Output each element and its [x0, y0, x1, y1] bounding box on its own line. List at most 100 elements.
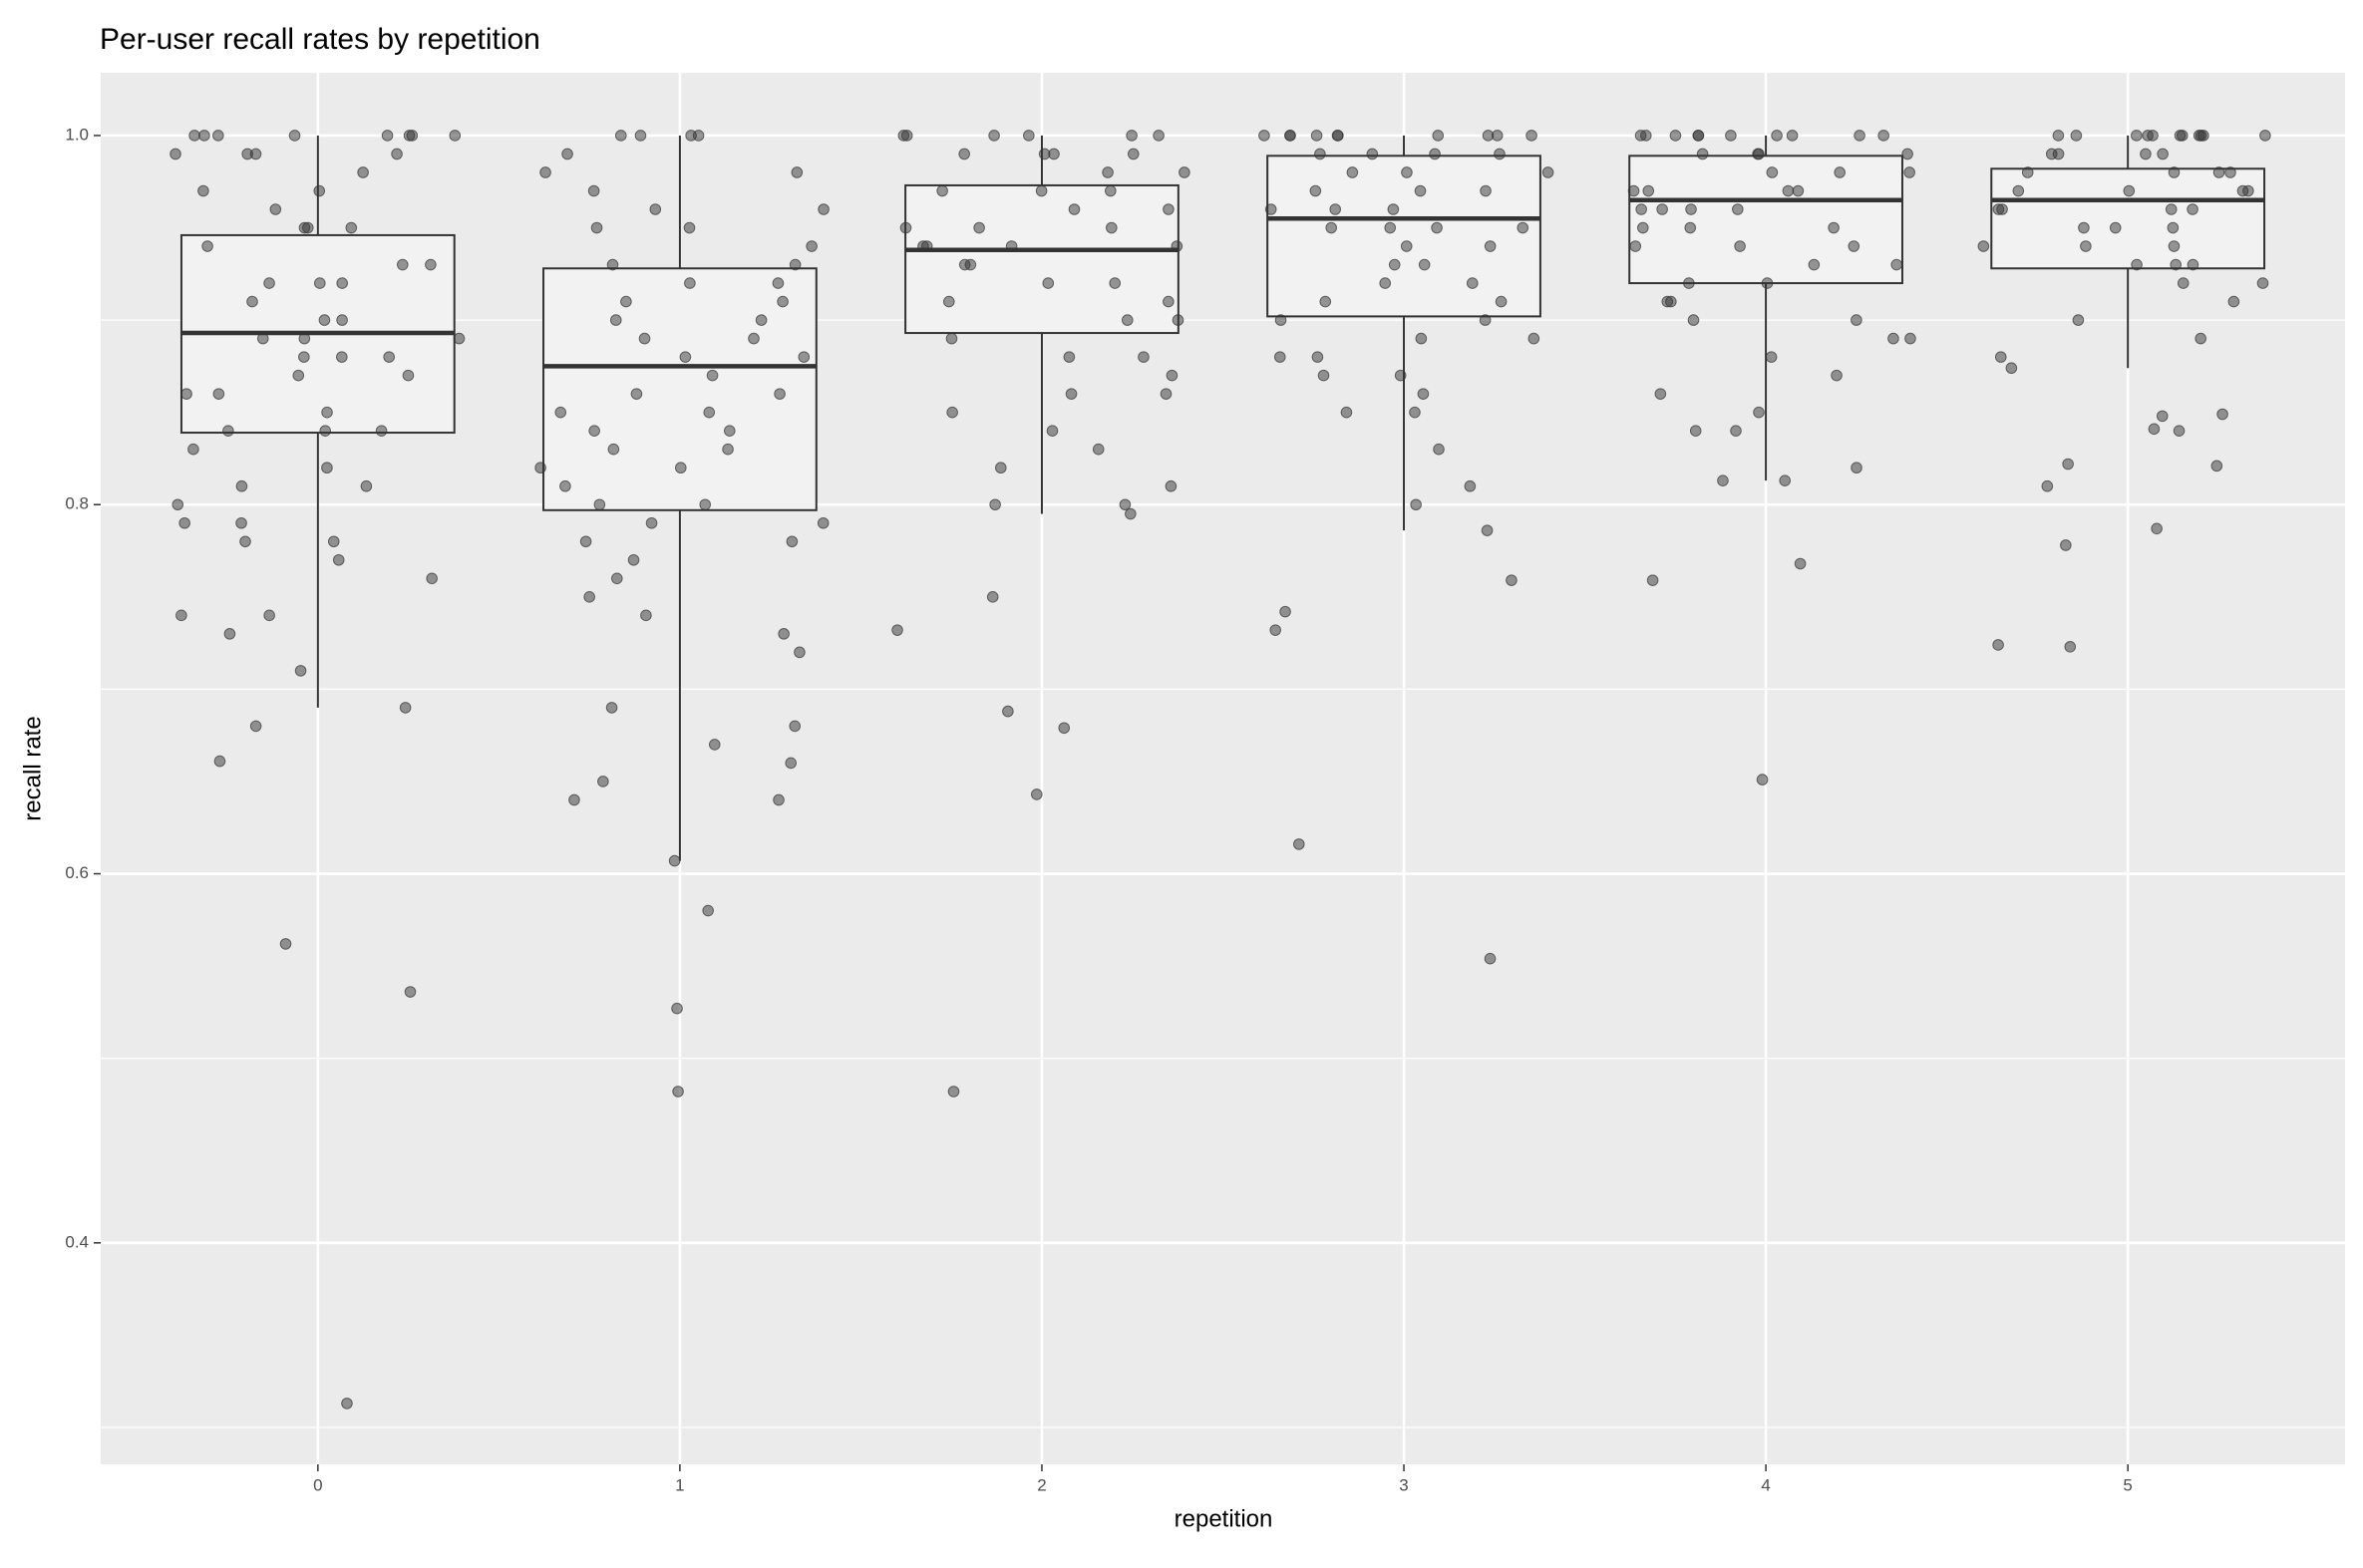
data-point: [587, 184, 600, 197]
data-point: [1068, 203, 1081, 215]
data-point: [2060, 539, 2072, 551]
data-point: [588, 425, 600, 437]
data-point: [1309, 184, 1322, 197]
data-point: [989, 498, 1001, 511]
data-point: [169, 148, 181, 160]
data-point: [1329, 203, 1342, 215]
data-point: [1331, 130, 1344, 142]
data-point: [1387, 203, 1400, 215]
data-point: [2064, 641, 2077, 653]
data-point: [298, 351, 310, 363]
data-point: [201, 240, 213, 252]
data-point: [1854, 130, 1865, 142]
data-point: [1274, 314, 1287, 326]
data-point: [1102, 166, 1114, 178]
data-point: [679, 351, 692, 363]
data-point: [1685, 203, 1697, 215]
data-point: [1779, 474, 1792, 486]
data-point: [2045, 148, 2058, 160]
data-point: [722, 443, 734, 456]
data-point: [241, 148, 253, 160]
data-point: [561, 148, 573, 160]
data-point: [1314, 148, 1326, 160]
x-tick-label: 0: [313, 1475, 322, 1494]
data-point: [1109, 277, 1122, 289]
data-point: [674, 462, 687, 474]
data-point: [1292, 838, 1305, 850]
data-point: [2224, 166, 2236, 178]
data-point: [1480, 184, 1492, 197]
data-point: [1904, 332, 1916, 345]
data-point: [187, 443, 199, 456]
data-point: [649, 203, 662, 215]
data-point: [1656, 203, 1668, 215]
data-point: [1541, 166, 1554, 178]
data-point: [1063, 351, 1076, 363]
data-point: [2123, 184, 2136, 197]
data-point: [945, 332, 958, 345]
data-point: [806, 240, 818, 252]
data-point: [1732, 203, 1744, 215]
data-point: [1831, 369, 1843, 382]
data-point: [1517, 221, 1529, 234]
data-point: [2052, 130, 2065, 142]
data-point: [2216, 408, 2228, 421]
data-point: [319, 425, 332, 437]
data-point: [995, 462, 1007, 474]
data-point: [2170, 258, 2183, 271]
data-point: [986, 591, 999, 603]
data-point: [2236, 184, 2249, 197]
data-point: [772, 277, 785, 289]
data-point: [683, 221, 696, 234]
data-point: [2131, 258, 2143, 271]
data-point: [1415, 332, 1428, 345]
data-point: [684, 277, 696, 289]
data-point: [426, 572, 438, 585]
data-point: [2259, 130, 2271, 142]
data-point: [685, 130, 697, 142]
data-point: [1163, 295, 1175, 308]
data-point: [785, 757, 798, 770]
data-point: [180, 388, 192, 400]
data-point: [1106, 221, 1118, 234]
data-point: [332, 553, 345, 566]
x-tick-label: 5: [2123, 1475, 2132, 1494]
data-point: [597, 776, 609, 787]
data-point: [1481, 524, 1494, 536]
y-tick-label: 0.8: [65, 494, 89, 513]
data-point: [1689, 425, 1702, 437]
box: [1628, 155, 1903, 285]
data-point: [1046, 425, 1059, 437]
data-point: [2168, 240, 2181, 252]
data-point: [706, 369, 719, 382]
data-point: [539, 166, 551, 178]
data-point: [2131, 130, 2143, 142]
data-point: [2168, 166, 2181, 178]
x-axis-title: repetition: [1175, 1505, 1273, 1532]
data-point: [1654, 388, 1667, 400]
data-point: [630, 388, 643, 400]
data-point: [1786, 130, 1799, 142]
data-point: [1035, 184, 1048, 197]
data-point: [791, 166, 804, 178]
data-point: [2173, 425, 2186, 437]
data-point: [1065, 388, 1078, 400]
data-point: [1761, 277, 1774, 289]
data-point: [327, 535, 340, 548]
data-point: [1901, 148, 1913, 160]
data-point: [1319, 295, 1332, 308]
data-point: [2210, 460, 2223, 472]
data-point: [345, 221, 358, 234]
data-point: [288, 130, 301, 142]
data-point: [223, 628, 236, 640]
data-point: [1058, 722, 1071, 735]
data-point: [2256, 277, 2269, 289]
data-point: [1734, 240, 1746, 252]
data-point: [778, 628, 790, 640]
data-point: [1429, 148, 1441, 160]
data-point: [606, 258, 619, 271]
data-point: [175, 609, 187, 622]
data-point: [1903, 166, 1915, 178]
data-point: [988, 130, 1000, 142]
data-point: [1642, 184, 1655, 197]
